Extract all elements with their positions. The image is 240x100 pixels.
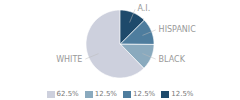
- svg-text:BLACK: BLACK: [159, 55, 186, 64]
- html-text:12.5%: 12.5%: [133, 90, 156, 98]
- html-text:62.5%: 62.5%: [56, 90, 79, 98]
- svg-text:WHITE: WHITE: [56, 55, 82, 64]
- svg-text:A.I.: A.I.: [137, 4, 150, 13]
- html-text:12.5%: 12.5%: [171, 90, 194, 98]
- svg-text:HISPANIC: HISPANIC: [159, 25, 197, 34]
- html-text:12.5%: 12.5%: [94, 90, 117, 98]
